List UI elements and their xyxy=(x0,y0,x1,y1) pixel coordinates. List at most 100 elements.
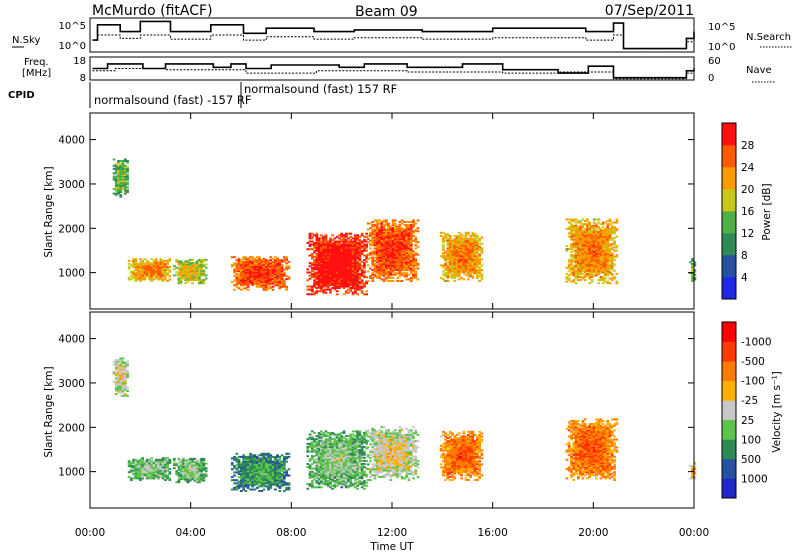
power-cell-1 xyxy=(168,278,172,281)
power-cell-5 xyxy=(403,248,406,251)
power-cell-7 xyxy=(613,249,616,252)
power-cell-5 xyxy=(371,261,375,264)
velocity-cell-1 xyxy=(134,460,138,463)
power-cell-6 xyxy=(476,248,479,251)
velocity-cell-1 xyxy=(134,475,138,478)
power-cell-7 xyxy=(572,227,576,230)
power-cell-7 xyxy=(572,235,576,238)
power-cell-4 xyxy=(335,290,339,293)
power-cell-7 xyxy=(565,280,569,283)
velocity-cell-1 xyxy=(154,474,158,477)
velocity-cell-3 xyxy=(264,457,268,460)
power-cell-4 xyxy=(329,291,332,294)
power-cell-4 xyxy=(308,254,312,257)
power-cell-7 xyxy=(581,255,585,258)
power-cell-7 xyxy=(579,269,582,272)
velocity-cell-4 xyxy=(320,455,323,458)
power-cell-0 xyxy=(124,183,127,186)
power-cell-4 xyxy=(322,273,325,276)
power-cell-0 xyxy=(114,167,118,170)
velocity-cell-4 xyxy=(324,473,328,476)
power-cell-5 xyxy=(373,247,377,250)
velocity-cell-1 xyxy=(145,475,149,478)
power-cell-5 xyxy=(373,250,377,253)
power-cell-3 xyxy=(255,271,259,274)
power-cell-5 xyxy=(369,267,372,270)
velocity-cell-2 xyxy=(193,457,197,460)
power-cell-5 xyxy=(416,227,420,230)
power-cell-4 xyxy=(322,245,325,248)
power-cell-6 xyxy=(448,250,452,253)
velocity-cell-0 xyxy=(117,385,120,388)
power-cell-7 xyxy=(590,276,594,278)
power-cell-7 xyxy=(608,244,612,247)
power-cell-3 xyxy=(251,262,254,265)
power-cell-4 xyxy=(335,245,339,248)
power-cell-4 xyxy=(354,260,357,263)
velocity-cell-1 xyxy=(132,460,135,463)
velocity-cell-1 xyxy=(130,466,133,469)
power-cell-7 xyxy=(574,277,578,280)
power-cell-3 xyxy=(237,287,241,290)
power-cell-4 xyxy=(308,285,312,288)
power-cell-3 xyxy=(249,264,252,266)
power-cell-1 xyxy=(150,273,154,276)
velocity-cell-4 xyxy=(324,478,328,481)
power-colorbar-label: Power [dB] xyxy=(761,183,773,240)
velocity-cell-2 xyxy=(198,462,201,465)
velocity-cell-3 xyxy=(244,469,248,472)
power-cell-3 xyxy=(235,279,239,282)
power-cell-7 xyxy=(595,265,598,268)
velocity-cell-1 xyxy=(139,468,142,471)
power-cell-2 xyxy=(198,260,201,263)
power-cell-1 xyxy=(152,264,156,267)
power-cell-5 xyxy=(412,273,415,276)
power-cell-7 xyxy=(577,221,580,224)
power-cell-5 xyxy=(394,250,397,253)
power-cell-7 xyxy=(590,232,594,235)
power-cell-4 xyxy=(340,271,344,274)
power-cell-4 xyxy=(342,235,346,238)
power-cell-7 xyxy=(601,232,605,235)
velocity-cell-3 xyxy=(249,455,252,458)
power-cell-1 xyxy=(152,259,156,262)
nsearch-tick-low: 10^0 xyxy=(708,42,735,53)
power-cell-7 xyxy=(574,255,578,258)
power-cell-6 xyxy=(446,264,450,267)
power-cell-3 xyxy=(244,259,248,262)
power-cell-1 xyxy=(157,276,160,279)
velocity-cell-4 xyxy=(322,453,325,456)
power-cell-4 xyxy=(351,262,355,265)
power-cell-6 xyxy=(444,234,447,237)
power-cell-6 xyxy=(446,253,450,256)
velocity-cell-3 xyxy=(262,485,266,488)
power-cell-6 xyxy=(471,261,475,264)
power-cell-7 xyxy=(577,237,580,240)
power-cell-4 xyxy=(354,259,357,262)
velocity-cell-3 xyxy=(278,477,282,480)
power-cell-6 xyxy=(476,252,479,254)
power-cell-6 xyxy=(455,241,459,244)
velocity-cell-4 xyxy=(317,478,321,481)
velocity-cell-4 xyxy=(329,442,332,445)
power-cell-0 xyxy=(124,175,127,178)
power-cell-5 xyxy=(385,250,388,253)
power-cell-6 xyxy=(444,258,447,261)
velocity-cell-1 xyxy=(166,461,169,464)
velocity-cell-3 xyxy=(271,474,275,477)
velocity-cell-3 xyxy=(253,477,257,480)
velocity-cell-1 xyxy=(154,463,158,466)
power-cell-5 xyxy=(382,261,386,264)
velocity-cell-3 xyxy=(237,463,241,466)
power-cell-6 xyxy=(455,242,459,245)
velocity-cell-2 xyxy=(198,464,201,467)
power-cell-7 xyxy=(613,255,616,258)
power-cell-6 xyxy=(469,252,472,254)
velocity-cell-3 xyxy=(246,469,250,472)
velocity-cell-4 xyxy=(329,453,332,456)
power-cell-4 xyxy=(317,283,321,286)
velocity-cell-4 xyxy=(313,467,316,470)
velocity-cell-0 xyxy=(114,382,118,385)
power-cell-7 xyxy=(579,240,582,243)
velocity-cell-4 xyxy=(313,450,316,453)
